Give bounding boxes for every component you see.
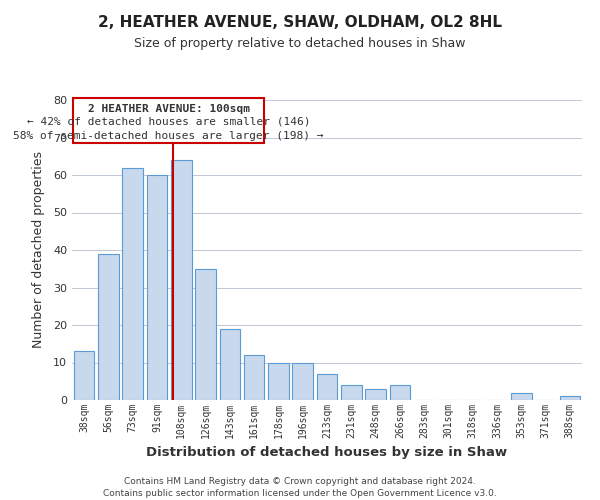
- Text: 2, HEATHER AVENUE, SHAW, OLDHAM, OL2 8HL: 2, HEATHER AVENUE, SHAW, OLDHAM, OL2 8HL: [98, 15, 502, 30]
- Text: ← 42% of detached houses are smaller (146): ← 42% of detached houses are smaller (14…: [27, 117, 310, 127]
- Bar: [511, 392, 532, 400]
- Bar: [244, 355, 265, 400]
- Bar: [195, 269, 216, 400]
- Bar: [268, 362, 289, 400]
- Bar: [171, 160, 191, 400]
- Bar: [341, 385, 362, 400]
- Bar: [122, 168, 143, 400]
- Text: Size of property relative to detached houses in Shaw: Size of property relative to detached ho…: [134, 38, 466, 51]
- Bar: [560, 396, 580, 400]
- Bar: [365, 389, 386, 400]
- FancyBboxPatch shape: [73, 98, 264, 143]
- Bar: [292, 362, 313, 400]
- Bar: [146, 175, 167, 400]
- Bar: [389, 385, 410, 400]
- Y-axis label: Number of detached properties: Number of detached properties: [32, 152, 44, 348]
- Text: Contains HM Land Registry data © Crown copyright and database right 2024.: Contains HM Land Registry data © Crown c…: [124, 478, 476, 486]
- Bar: [98, 254, 119, 400]
- Bar: [317, 374, 337, 400]
- Bar: [220, 329, 240, 400]
- X-axis label: Distribution of detached houses by size in Shaw: Distribution of detached houses by size …: [146, 446, 508, 460]
- Bar: [74, 351, 94, 400]
- Text: Contains public sector information licensed under the Open Government Licence v3: Contains public sector information licen…: [103, 489, 497, 498]
- Text: 58% of semi-detached houses are larger (198) →: 58% of semi-detached houses are larger (…: [13, 130, 324, 141]
- Text: 2 HEATHER AVENUE: 100sqm: 2 HEATHER AVENUE: 100sqm: [88, 104, 250, 114]
